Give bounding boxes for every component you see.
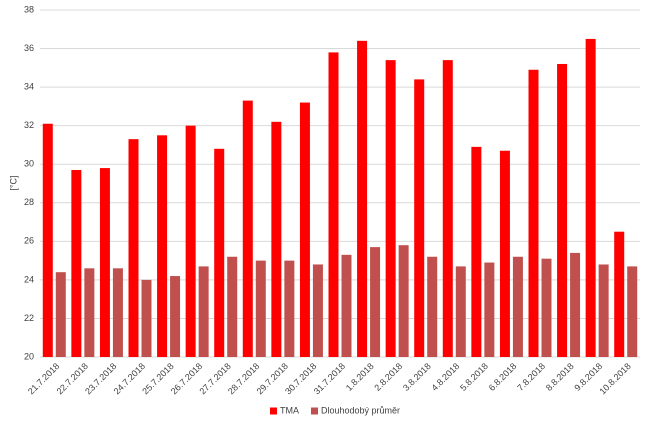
bar (614, 231, 625, 357)
x-tick-label: 8.8.2018 (544, 361, 576, 393)
y-tick-label: 24 (24, 274, 34, 284)
y-tick-label: 34 (24, 81, 34, 91)
x-tick-label: 5.8.2018 (458, 361, 490, 393)
legend-swatch (311, 407, 318, 415)
bar (499, 150, 510, 357)
y-tick-label: 30 (24, 159, 34, 169)
bar (299, 102, 310, 358)
bar (71, 170, 82, 357)
y-axis-label: [°C] (8, 175, 18, 190)
bar (528, 69, 539, 357)
x-tick-label: 1.8.2018 (344, 361, 376, 393)
bar (170, 276, 181, 357)
legend-label: Dlouhodobý průměr (321, 405, 400, 415)
bar (55, 272, 66, 357)
y-tick-label: 28 (24, 197, 34, 207)
bar (242, 100, 253, 357)
y-tick-label: 22 (24, 313, 34, 323)
x-tick-label: 10.8.2018 (597, 361, 632, 396)
y-tick-label: 20 (24, 351, 34, 361)
bar (128, 139, 139, 357)
y-tick-label: 32 (24, 120, 34, 130)
bar (598, 264, 609, 357)
bar (398, 245, 409, 357)
bar (328, 52, 339, 358)
bar (141, 279, 152, 357)
x-tick-label: 2.8.2018 (372, 361, 404, 393)
bar (185, 125, 196, 358)
bar (157, 135, 168, 357)
bar (357, 40, 368, 357)
bar (42, 123, 53, 357)
bar (370, 247, 381, 357)
x-tick-label: 7.8.2018 (515, 361, 547, 393)
bar (557, 63, 568, 357)
bar (570, 252, 581, 357)
bar (585, 38, 596, 358)
y-tick-label: 26 (24, 236, 34, 246)
bar (385, 60, 396, 357)
bar (227, 256, 238, 357)
bar (427, 256, 438, 357)
x-tick-label: 6.8.2018 (487, 361, 519, 393)
bar (627, 266, 638, 357)
bar (414, 79, 425, 358)
bar (214, 148, 225, 357)
x-tick-label: 4.8.2018 (430, 361, 462, 393)
bar (341, 254, 352, 357)
legend-label: TMA (280, 405, 299, 415)
bar (99, 168, 110, 357)
y-tick-label: 36 (24, 43, 34, 53)
x-tick-label: 3.8.2018 (401, 361, 433, 393)
x-tick-label: 31.7.2018 (312, 361, 347, 396)
bar (512, 256, 523, 357)
bar (84, 268, 95, 357)
bar (484, 262, 495, 357)
bar (471, 146, 482, 357)
bar (442, 60, 453, 357)
bar (271, 121, 282, 357)
bar (312, 264, 323, 357)
bar (455, 266, 466, 357)
bar (255, 260, 266, 357)
bar (112, 268, 123, 357)
bar (541, 258, 552, 357)
bar (198, 266, 209, 357)
legend-swatch (270, 407, 277, 415)
bar (284, 260, 295, 357)
y-tick-label: 38 (24, 4, 34, 14)
